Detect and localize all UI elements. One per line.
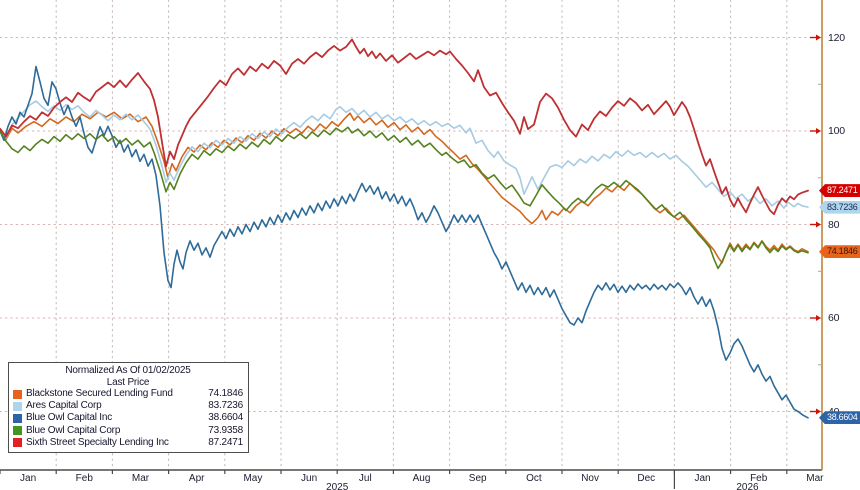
x-axis-month-label: Nov (581, 473, 599, 484)
x-axis-month-label: Mar (131, 473, 150, 484)
series-last-price: 74.1846 (208, 388, 243, 399)
series-last-price: 73.9358 (208, 424, 243, 436)
legend-row: Sixth Street Specialty Lending Inc 87.24… (13, 437, 243, 449)
last-price-badge: 83.7236 (819, 200, 860, 214)
legend-title: Normalized As Of 01/02/2025 (65, 365, 191, 376)
x-axis-year-label: 2025 (326, 482, 349, 490)
y-axis-tick-label: 100 (828, 125, 845, 137)
series-swatch-green (13, 426, 22, 436)
series-last-price: 38.6604 (208, 412, 243, 424)
last-price-badge: 74.1846 (819, 245, 860, 259)
x-axis-month-label: Dec (637, 473, 656, 484)
legend-row: Ares Capital Corp 83.7236 (13, 400, 243, 412)
x-axis-year-label: 2026 (736, 482, 759, 490)
series-swatch-orange (13, 389, 22, 399)
series-line-0 (0, 111, 809, 264)
legend-row: Blue Owl Capital Corp 73.9358 (13, 425, 243, 437)
series-name: Blue Owl Capital Corp (26, 424, 121, 436)
x-axis-month-label: Apr (188, 473, 205, 484)
legend-subtitle: Last Price (106, 376, 150, 388)
y-axis-tick-label: 60 (828, 312, 840, 324)
x-axis-month-label: May (243, 473, 263, 484)
y-axis-tick-label: 120 (828, 31, 845, 44)
series-line-1 (0, 100, 809, 209)
series-last-price: 87.2471 (208, 436, 243, 448)
series-name: Blackstone Secured Lending Fund (26, 388, 173, 399)
x-axis-month-label: Jan (694, 473, 711, 484)
series-swatch-lightblue (13, 401, 22, 411)
x-axis-month-label: Jun (301, 473, 318, 484)
series-line-3 (0, 126, 809, 270)
x-axis-month-label: Jan (20, 473, 37, 484)
horizontal-gridlines (0, 36, 823, 413)
series-swatch-blue (13, 414, 22, 423)
legend-row: Blackstone Secured Lending Fund 74.1846 (13, 388, 243, 400)
x-axis-month-label: Sep (468, 473, 487, 484)
x-axis-month-label: Feb (75, 473, 93, 484)
series-line-4 (0, 38, 809, 216)
series-last-price: 83.7236 (208, 400, 243, 412)
series-name: Blue Owl Capital Inc (26, 412, 113, 424)
last-price-badge: 87.2471 (819, 184, 860, 198)
x-axis-month-label: Feb (750, 473, 768, 484)
x-axis-month-label: Jul (358, 473, 372, 484)
series-name: Sixth Street Specialty Lending Inc (26, 436, 169, 448)
x-axis-month-label: Oct (526, 473, 542, 484)
x-axis-ticks (0, 470, 788, 474)
series-swatch-red (13, 438, 22, 448)
series-line-2 (0, 65, 809, 419)
legend-row: Blue Owl Capital Inc 38.6604 (13, 412, 243, 424)
series-name: Ares Capital Corp (26, 400, 102, 412)
y-axis-tick-arrows (810, 34, 822, 415)
x-axis-month-label: Aug (412, 473, 431, 484)
last-price-badge: 38.6604 (819, 411, 860, 425)
y-axis-tick-label: 80 (828, 218, 840, 231)
chart-legend: Normalized As Of 01/02/2025 Last Price B… (8, 362, 249, 454)
x-axis-month-label: Mar (806, 473, 824, 484)
